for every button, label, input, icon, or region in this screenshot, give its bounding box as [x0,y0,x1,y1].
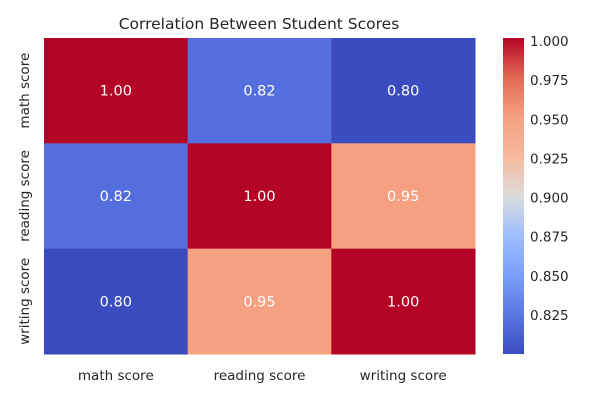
colorbar [503,38,524,354]
heatmap-cell-r1-c1 [187,143,332,250]
cell-value-label-r1-c0: 0.82 [100,189,132,205]
y-tick-label: math score [17,53,33,129]
cell-value-label-r2-c0: 0.80 [100,294,132,310]
heatmap-cell-r0-c1 [187,38,332,144]
chart-title: Correlation Between Student Scores [119,15,400,33]
cell-value-label-r1-c2: 0.95 [387,189,419,205]
y-axis-labels: math score reading score writing score [17,53,33,345]
x-tick-label: math score [78,368,154,384]
colorbar-tick-label: 1.000 [530,34,569,50]
y-tick-label: reading score [17,150,33,242]
colorbar-tick-label: 0.950 [530,112,569,128]
heatmap-cell-r0-c2 [331,38,476,144]
cell-value-label-r0-c2: 0.80 [387,84,419,100]
cell-value-label-r1-c1: 1.00 [243,189,275,205]
x-tick-label: writing score [360,368,447,384]
x-axis-labels: math score reading score writing score [78,368,447,384]
cell-value-label-r2-c1: 0.95 [243,294,275,310]
y-tick-label: writing score [17,258,33,345]
colorbar-tick-label: 0.875 [530,230,569,246]
colorbar-tick-label: 0.900 [530,191,569,207]
colorbar-tick-label: 0.825 [530,308,569,324]
cell-value-label-r0-c1: 0.82 [243,84,275,100]
colorbar-tick-label: 0.925 [530,151,569,167]
colorbar-tick-label: 0.850 [530,269,569,285]
heatmap-cell-r1-c2 [331,143,476,250]
heatmap-cell-r2-c2 [331,248,476,355]
x-tick-label: reading score [214,368,306,384]
heatmap-cell-r1-c0 [44,143,189,250]
colorbar-tick-label: 0.975 [530,73,569,89]
heatmap-cell-r2-c0 [44,248,189,355]
cell-value-label-r2-c2: 1.00 [387,294,419,310]
heatmap-cell-r0-c0 [44,38,189,144]
heatmap-cell-r2-c1 [187,248,332,355]
heatmap-cells: 1.00 0.82 0.80 0.82 1.00 0.95 0.80 0.95 1.00 [44,38,476,355]
cell-value-label-r0-c0: 1.00 [100,84,132,100]
colorbar-ticks: 0.825 0.850 0.875 0.900 0.925 0.950 0.975 1.000 [530,34,569,324]
